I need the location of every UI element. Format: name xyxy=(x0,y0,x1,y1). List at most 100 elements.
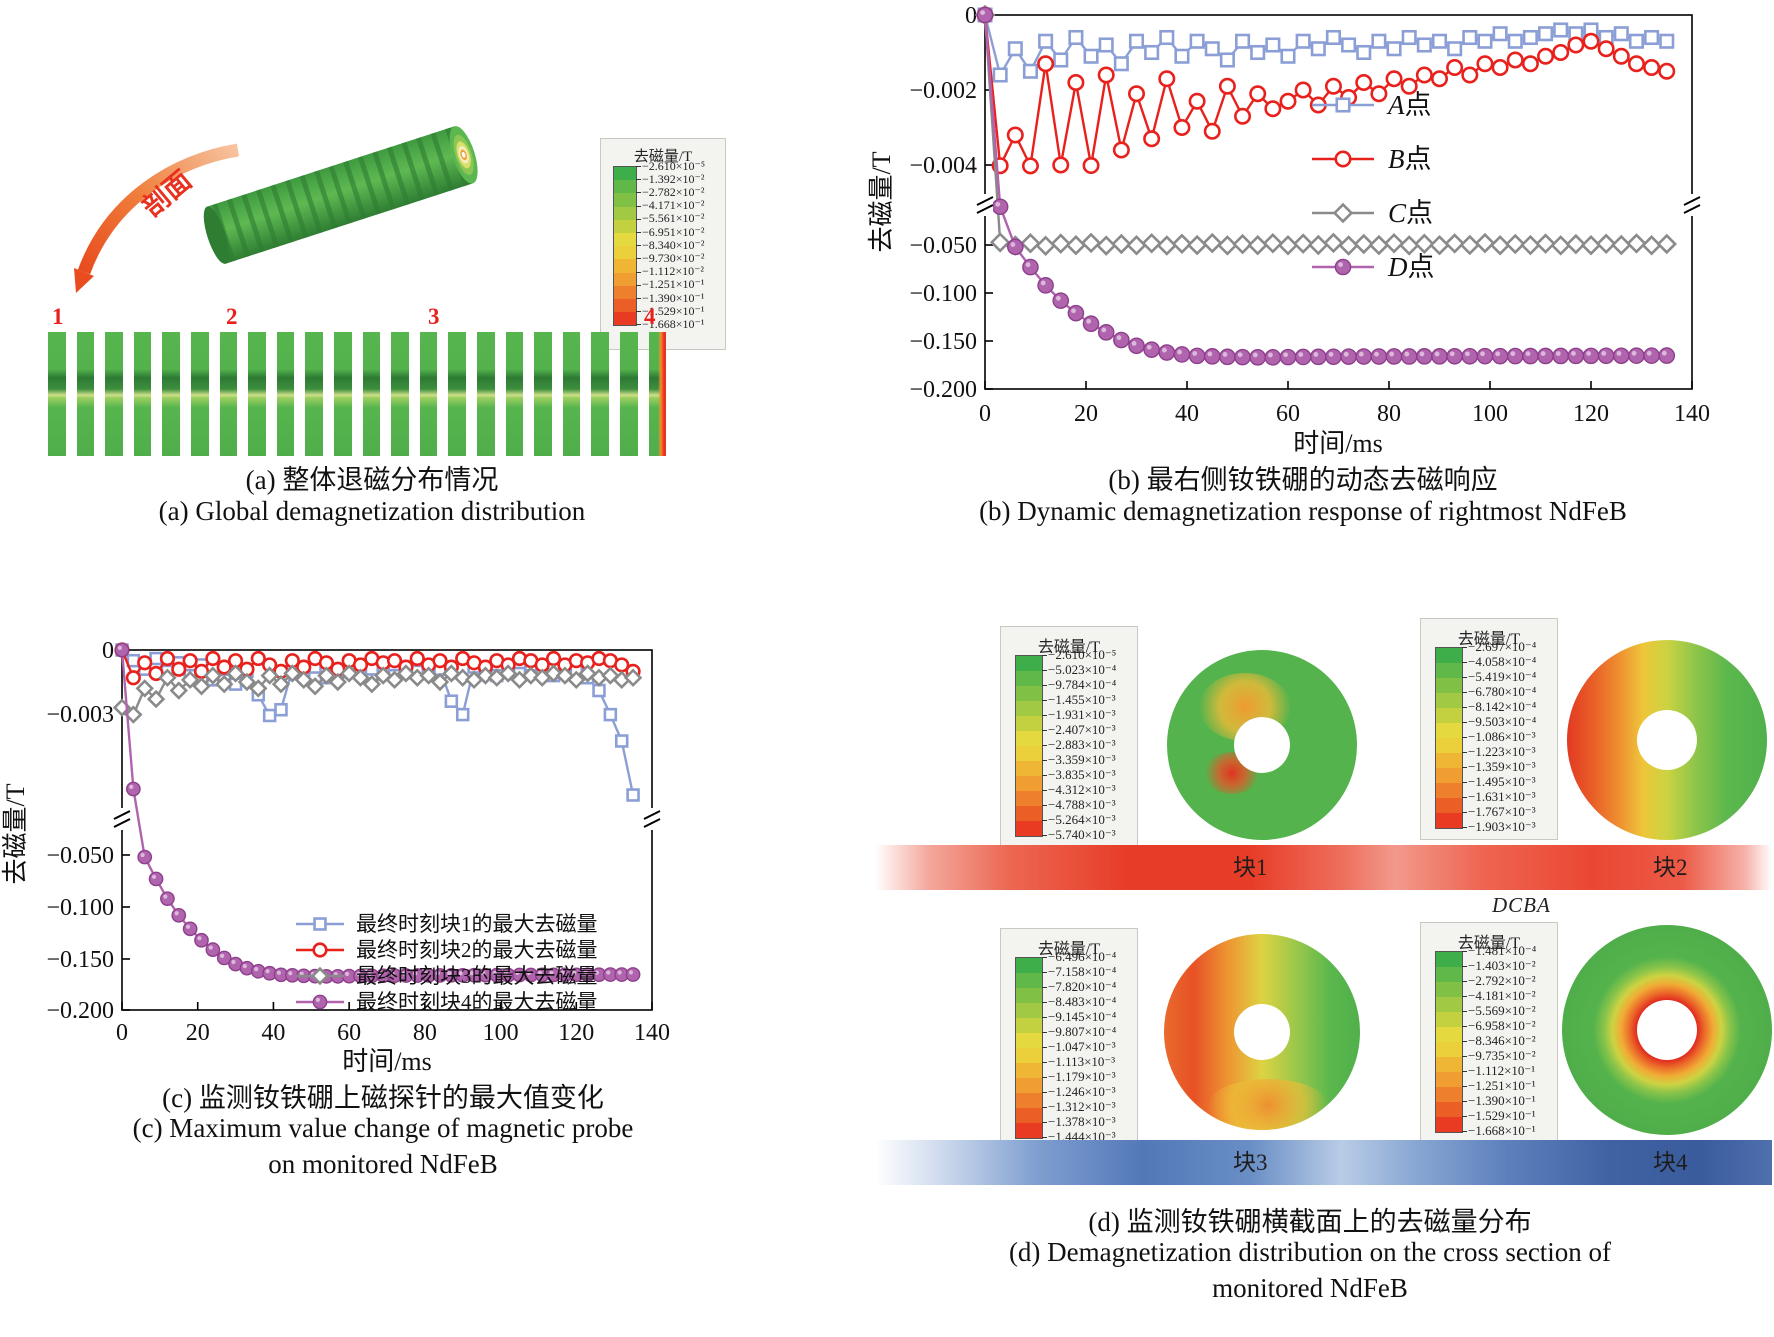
marker-highlight xyxy=(1571,351,1576,356)
legend-label: B点 xyxy=(1388,144,1432,174)
colorbar-tick-label: −4.058×10⁻⁴ xyxy=(1468,653,1537,669)
colorbar-cell xyxy=(1436,708,1462,723)
colorbar-tick-label: −5.419×10⁻⁴ xyxy=(1468,668,1537,684)
data-point-marker xyxy=(1658,347,1676,364)
colorbar-cell xyxy=(1016,746,1042,761)
data-point-marker xyxy=(385,670,404,690)
data-point-marker xyxy=(1065,234,1087,256)
marker-highlight xyxy=(1237,352,1243,358)
data-point-marker xyxy=(1385,70,1403,88)
data-point-marker xyxy=(1595,233,1617,255)
end-cap-hole xyxy=(461,151,466,158)
data-point-marker xyxy=(1247,234,1268,256)
colorbar-tick xyxy=(1462,647,1467,648)
colorbar-tick xyxy=(1042,745,1047,746)
marker-highlight xyxy=(151,874,157,879)
colorbar-cell xyxy=(1436,982,1462,997)
data-point-marker xyxy=(1218,77,1236,95)
data-point-marker xyxy=(1370,85,1388,103)
data-point-marker xyxy=(1447,41,1463,57)
colorbar-cell xyxy=(1016,791,1042,806)
data-point-marker xyxy=(283,664,302,683)
data-point-marker xyxy=(160,891,175,907)
marker-highlight xyxy=(583,970,588,975)
cross-section-donut-3 xyxy=(1164,934,1360,1130)
chart-c-legend: 最终时刻块1的最大去磁量最终时刻块2的最大去磁量最终时刻块3的最大去磁量最终时刻… xyxy=(296,912,598,1014)
data-point-marker xyxy=(1203,122,1221,140)
hot-edge xyxy=(658,332,667,456)
series-B点 xyxy=(976,6,1676,175)
colorbar-cell xyxy=(1016,686,1042,701)
data-point-marker xyxy=(1264,100,1282,118)
x-tick-label: 0 xyxy=(979,401,991,427)
data-point-marker xyxy=(192,677,211,696)
marker-highlight xyxy=(1025,262,1031,268)
colorbar-tick xyxy=(636,192,641,194)
data-point-marker xyxy=(1474,232,1496,254)
colorbar-tick xyxy=(1042,715,1047,716)
data-point-marker xyxy=(1415,66,1433,84)
data-point-marker xyxy=(1385,348,1403,365)
marker-highlight xyxy=(1419,351,1425,357)
data-point-marker xyxy=(226,664,245,683)
data-point-marker xyxy=(1143,341,1160,358)
chart-b: 0 20 40 60 80 100 120 140 0 −0.002 −0.004 −0.050 −0.… xyxy=(860,0,1774,480)
data-point-marker xyxy=(1332,202,1354,224)
data-point-marker xyxy=(626,788,640,802)
colorbar-tick-label: −1.223×10⁻³ xyxy=(1468,743,1536,759)
x-tick-label: 40 xyxy=(1175,401,1199,427)
marker-highlight xyxy=(1071,308,1076,314)
colorbar-tick-label: −1.455×10⁻³ xyxy=(1048,691,1116,707)
x-tick-label: 140 xyxy=(634,1020,670,1046)
magnet-bar xyxy=(76,332,95,456)
colorbar-tick xyxy=(1042,972,1047,973)
colorbar-tick-label: −1.312×10⁻³ xyxy=(1048,1098,1116,1114)
data-point-marker xyxy=(1232,233,1253,255)
legend-text: 点 xyxy=(1405,144,1432,174)
marker-highlight xyxy=(1328,351,1334,357)
colorbar-cell xyxy=(614,246,636,260)
data-point-marker xyxy=(1262,233,1284,254)
data-point-marker xyxy=(1334,258,1352,276)
data-point-marker xyxy=(430,672,450,692)
colorbar-tick-label: −9.145×10⁻⁴ xyxy=(1048,1008,1117,1024)
data-point-marker xyxy=(137,849,153,865)
data-point-marker xyxy=(1611,234,1632,256)
bar-number: 1 xyxy=(52,304,64,329)
data-point-marker xyxy=(1188,347,1206,365)
marker-highlight xyxy=(1586,351,1591,356)
chart-c-svg: 0 20 40 60 80 100 120 140 0 −0.003 −0.050 −0.100 −0.… xyxy=(1,638,670,1076)
bar-number: 4 xyxy=(644,304,656,329)
colorbar-tick-label: −1.112×10⁻¹ xyxy=(1468,1062,1536,1078)
data-point-marker xyxy=(137,655,153,671)
legend-label: 最终时刻块1的最大去磁量 xyxy=(356,912,598,936)
colorbar-tick-label: −9.735×10⁻² xyxy=(1468,1047,1536,1063)
data-point-marker xyxy=(1538,26,1554,42)
colorbar-cell xyxy=(1016,958,1042,973)
y-tick-label: −0.002 xyxy=(909,78,977,104)
data-point-marker xyxy=(1335,97,1351,113)
data-point-marker xyxy=(1217,235,1238,256)
caption-a-cn: (a) 整体退磁分布情况 xyxy=(245,465,499,495)
colorbar-tick xyxy=(1042,700,1047,701)
data-point-marker xyxy=(1355,74,1373,92)
cylinder-ring xyxy=(226,198,251,258)
data-point-marker xyxy=(1295,33,1311,49)
colorbar-tick xyxy=(1042,685,1047,686)
data-point-marker xyxy=(1141,233,1162,254)
colorbar-cell xyxy=(1016,761,1042,776)
marker-highlight xyxy=(1283,352,1288,358)
data-point-marker xyxy=(1112,141,1130,159)
colorbar-tick-label: −9.503×10⁻⁴ xyxy=(1468,713,1537,729)
colorbar-tick xyxy=(1042,760,1047,761)
data-point-marker xyxy=(625,967,641,982)
data-point-marker xyxy=(339,664,359,683)
marker-highlight xyxy=(140,852,145,858)
colorbar-cell xyxy=(1016,821,1042,836)
data-point-marker xyxy=(498,664,518,683)
magnet-bar-array: 1 2 3 4 xyxy=(48,304,676,456)
data-point-marker xyxy=(1522,347,1539,365)
marker-highlight xyxy=(1646,350,1652,356)
colorbar-tick xyxy=(1462,737,1467,738)
caption-c-cn: (c) 监测钕铁硼上磁探针的最大值变化 xyxy=(162,1083,604,1113)
